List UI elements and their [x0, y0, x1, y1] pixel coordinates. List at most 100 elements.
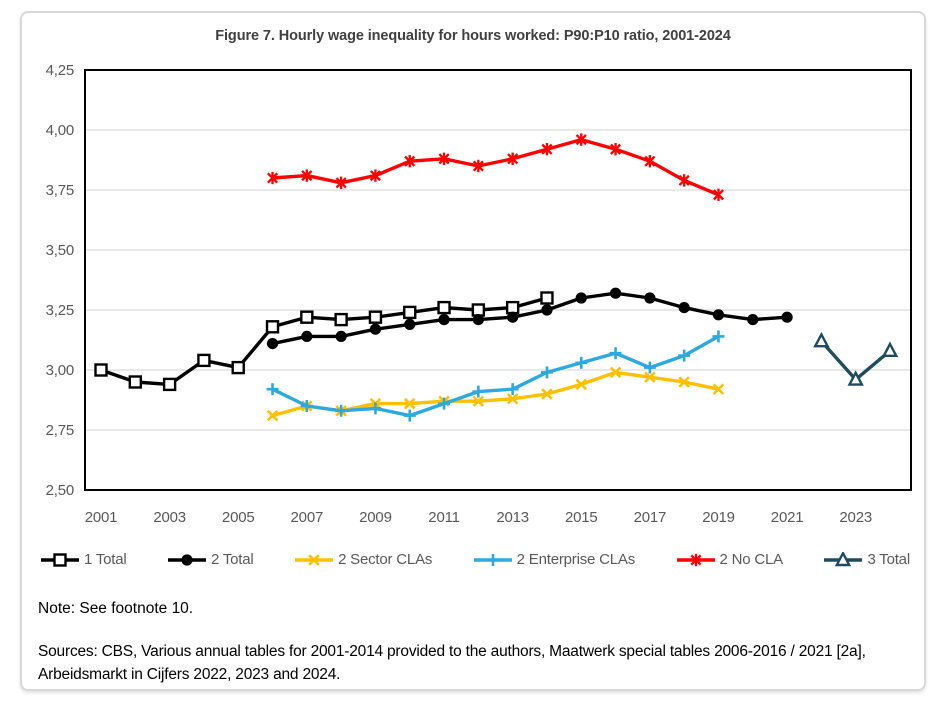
data-point-circle-filled-marker [644, 292, 656, 304]
data-point-asterisk-marker [712, 189, 724, 201]
data-point-asterisk-marker [301, 170, 313, 182]
sources-text: Sources: CBS, Various annual tables for … [38, 643, 866, 683]
legend-triangle-open-icon [824, 551, 863, 566]
data-point-triangle-open-marker [881, 341, 899, 357]
data-point-asterisk-marker [267, 172, 279, 184]
data-point-x-marker [541, 388, 553, 400]
y-axis-tick-label: 4,00 [46, 122, 74, 139]
legend-item-label: 2 Enterprise CLAs [516, 551, 636, 568]
data-point-triangle-open-marker [813, 331, 830, 348]
data-point-circle-filled-marker [369, 323, 382, 335]
legend-item-2-enterprise-clas: 2 Enterprise CLAs [473, 551, 635, 568]
data-point-circle-filled-marker [507, 311, 519, 323]
legend-asterisk-icon [676, 553, 715, 566]
series-line-2-no-cla [272, 137, 720, 197]
y-axis-tick-label: 2,50 [46, 482, 74, 499]
figure-border [20, 11, 926, 691]
legend-circle-filled-icon [168, 553, 207, 566]
chart-title: Figure 7. Hourly wage inequality for hou… [215, 28, 731, 44]
x-axis-tick-label: 2023 [839, 509, 872, 526]
data-point-asterisk-marker [404, 155, 416, 167]
data-point-circle-filled-marker [712, 309, 725, 321]
legend-item-2-no-cla: 2 No CLA [676, 551, 783, 568]
series-2-total [266, 287, 793, 350]
data-point-circle-filled-marker [404, 318, 416, 330]
data-point-square-open-marker [540, 291, 554, 305]
data-point-triangle-open-marker [847, 370, 864, 386]
data-point-asterisk-marker [472, 160, 484, 172]
data-point-asterisk-marker [610, 143, 622, 155]
y-axis-tick-label: 3,25 [46, 302, 74, 319]
data-point-square-open-marker [471, 303, 486, 317]
x-axis-tick-label: 2001 [85, 509, 118, 526]
data-point-square-open-marker [437, 300, 451, 315]
data-point-square-open-marker [197, 353, 211, 368]
legend-item-3-total: 3 Total [823, 551, 910, 568]
data-point-x-marker [609, 366, 622, 379]
series-3-total [813, 331, 899, 386]
chart-legend: 1 Total 2 Total 2 Sector CLAs 2 Enterprise … [40, 551, 910, 568]
data-point-circle-filled-marker [609, 287, 622, 299]
series-line-2-total [272, 291, 788, 346]
data-point-square-open-marker [505, 300, 520, 315]
data-point-x-marker [678, 376, 690, 388]
data-point-circle-filled-marker [266, 338, 279, 350]
data-point-asterisk-marker [644, 155, 656, 167]
data-point-circle-filled-marker [472, 314, 484, 326]
y-axis-tick-label: 3,00 [46, 362, 74, 379]
data-point-x-marker [472, 395, 485, 407]
data-point-circle-filled-marker [301, 330, 313, 342]
x-axis-tick-label: 2015 [565, 509, 598, 526]
data-point-asterisk-marker [438, 153, 450, 165]
series-2-no-cla [267, 133, 724, 201]
legend-x-icon [295, 553, 334, 566]
data-point-square-open-marker [403, 305, 417, 320]
data-point-x-marker [575, 378, 587, 391]
legend-item-2-total: 2 Total [167, 551, 254, 568]
data-point-asterisk-marker [507, 153, 519, 165]
data-point-circle-filled-marker [438, 314, 450, 326]
data-point-triangle-open-marker [835, 551, 852, 566]
data-point-asterisk-marker [541, 143, 553, 155]
note-text: Note: See footnote 10. [38, 600, 194, 617]
data-point-circle-filled-marker [541, 304, 553, 316]
legend-square-open-icon [41, 552, 79, 567]
legend-plus-icon [473, 553, 512, 566]
legend-item-1-total: 1 Total [40, 551, 127, 568]
series-1-total [94, 291, 554, 392]
chart-plot-area: 4,25 4,00 3,75 3,50 3,25 3,00 2,75 2,50 2001 2003… [46, 62, 912, 526]
legend-item-label: 3 Total [867, 551, 910, 568]
data-point-x-marker [644, 371, 656, 383]
data-point-x-marker [506, 393, 519, 405]
data-point-circle-filled-marker [678, 302, 690, 314]
legend-item-label: 2 Total [211, 551, 254, 568]
data-point-circle-filled-marker [747, 314, 759, 326]
x-axis-tick-label: 2019 [702, 509, 735, 526]
y-axis-tick-label: 3,50 [46, 242, 74, 259]
data-point-square-open-marker [231, 360, 245, 375]
data-point-x-marker [712, 383, 725, 395]
legend-item-label: 1 Total [84, 551, 127, 568]
y-axis-tick-label: 3,75 [46, 182, 74, 199]
data-point-x-marker [266, 409, 279, 422]
x-axis-tick-label: 2009 [359, 509, 392, 526]
x-axis-tick-label: 2003 [153, 509, 186, 526]
data-point-circle-filled-marker [335, 330, 347, 342]
legend-item-2-sector-clas: 2 Sector CLAs [294, 551, 432, 568]
data-point-x-marker [404, 397, 416, 410]
x-axis-tick-label: 2007 [291, 509, 324, 526]
x-axis-tick-label: 2017 [634, 509, 667, 526]
y-axis-tick-label: 4,25 [46, 62, 74, 79]
data-point-x-marker [308, 553, 320, 566]
data-point-asterisk-marker [678, 174, 690, 186]
data-point-asterisk-marker [575, 134, 587, 146]
x-axis-tick-label: 2011 [428, 509, 459, 526]
data-point-square-open-marker [53, 552, 67, 567]
data-point-square-open-marker [128, 375, 143, 389]
series-2-sector-clas [266, 366, 725, 422]
x-axis-tick-label: 2013 [496, 509, 529, 526]
data-point-asterisk-marker [335, 177, 347, 189]
data-point-circle-filled-marker [575, 292, 587, 304]
data-point-square-open-marker [94, 363, 108, 377]
